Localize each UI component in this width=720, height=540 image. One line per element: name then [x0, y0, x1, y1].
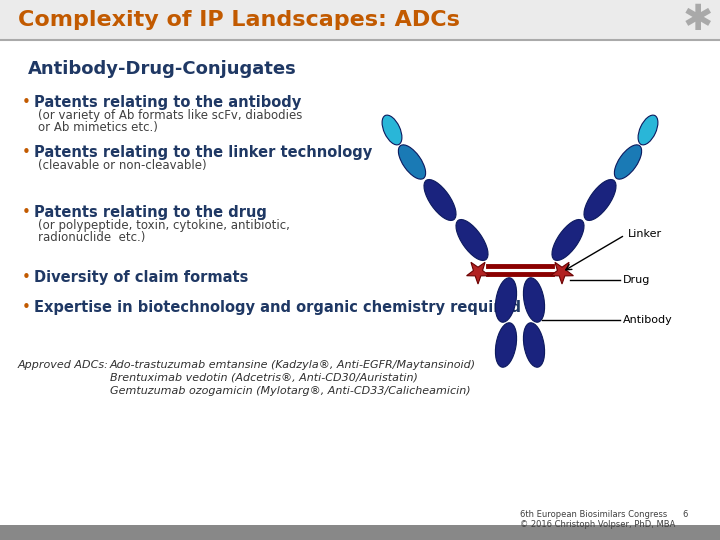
Text: radionuclide  etc.): radionuclide etc.) — [38, 231, 145, 244]
Ellipse shape — [614, 145, 642, 179]
Text: (or polypeptide, toxin, cytokine, antibiotic,: (or polypeptide, toxin, cytokine, antibi… — [38, 219, 290, 232]
Ellipse shape — [552, 220, 584, 260]
Ellipse shape — [523, 278, 544, 322]
Text: •: • — [22, 270, 31, 285]
Text: Patents relating to the drug: Patents relating to the drug — [34, 205, 267, 220]
Text: Gemtuzumab ozogamicin (Mylotarg®, Anti-CD33/Calicheamicin): Gemtuzumab ozogamicin (Mylotarg®, Anti-C… — [110, 386, 471, 396]
Text: Antibody-Drug-Conjugates: Antibody-Drug-Conjugates — [28, 60, 297, 78]
Text: Patents relating to the antibody: Patents relating to the antibody — [34, 95, 301, 110]
Ellipse shape — [584, 179, 616, 220]
Text: ✱: ✱ — [683, 3, 713, 37]
Text: Brentuximab vedotin (Adcetris®, Anti-CD30/Auristatin): Brentuximab vedotin (Adcetris®, Anti-CD3… — [110, 373, 418, 383]
Text: Patents relating to the linker technology: Patents relating to the linker technolog… — [34, 145, 372, 160]
Ellipse shape — [495, 323, 516, 367]
Text: •: • — [22, 205, 31, 220]
FancyBboxPatch shape — [0, 525, 720, 540]
Text: Approved ADCs:: Approved ADCs: — [18, 360, 109, 370]
Text: 6th European Biosimilars Congress      6: 6th European Biosimilars Congress 6 — [520, 510, 688, 519]
Text: Diversity of claim formats: Diversity of claim formats — [34, 270, 248, 285]
Text: Complexity of IP Landscapes: ADCs: Complexity of IP Landscapes: ADCs — [18, 10, 460, 30]
Ellipse shape — [398, 145, 426, 179]
Text: •: • — [22, 95, 31, 110]
Ellipse shape — [382, 115, 402, 145]
Text: © 2016 Christoph Volpser, PhD, MBA: © 2016 Christoph Volpser, PhD, MBA — [520, 520, 675, 529]
Ellipse shape — [523, 323, 544, 367]
FancyBboxPatch shape — [0, 0, 720, 40]
Text: •: • — [22, 145, 31, 160]
Text: Antibody: Antibody — [623, 315, 672, 325]
Text: •: • — [22, 300, 31, 315]
Text: Drug: Drug — [623, 275, 650, 285]
Polygon shape — [467, 262, 490, 284]
Ellipse shape — [638, 115, 658, 145]
Ellipse shape — [456, 220, 488, 260]
Ellipse shape — [495, 278, 516, 322]
Text: (cleavable or non-cleavable): (cleavable or non-cleavable) — [38, 159, 207, 172]
Text: Ado-trastuzumab emtansine (Kadzyla®, Anti-EGFR/Maytansinoid): Ado-trastuzumab emtansine (Kadzyla®, Ant… — [110, 360, 476, 370]
Text: Expertise in biotechnology and organic chemistry required: Expertise in biotechnology and organic c… — [34, 300, 521, 315]
Text: or Ab mimetics etc.): or Ab mimetics etc.) — [38, 121, 158, 134]
Text: (or variety of Ab formats like scFv, diabodies: (or variety of Ab formats like scFv, dia… — [38, 109, 302, 122]
Polygon shape — [551, 262, 573, 284]
Ellipse shape — [424, 179, 456, 220]
Text: Linker: Linker — [628, 229, 662, 239]
